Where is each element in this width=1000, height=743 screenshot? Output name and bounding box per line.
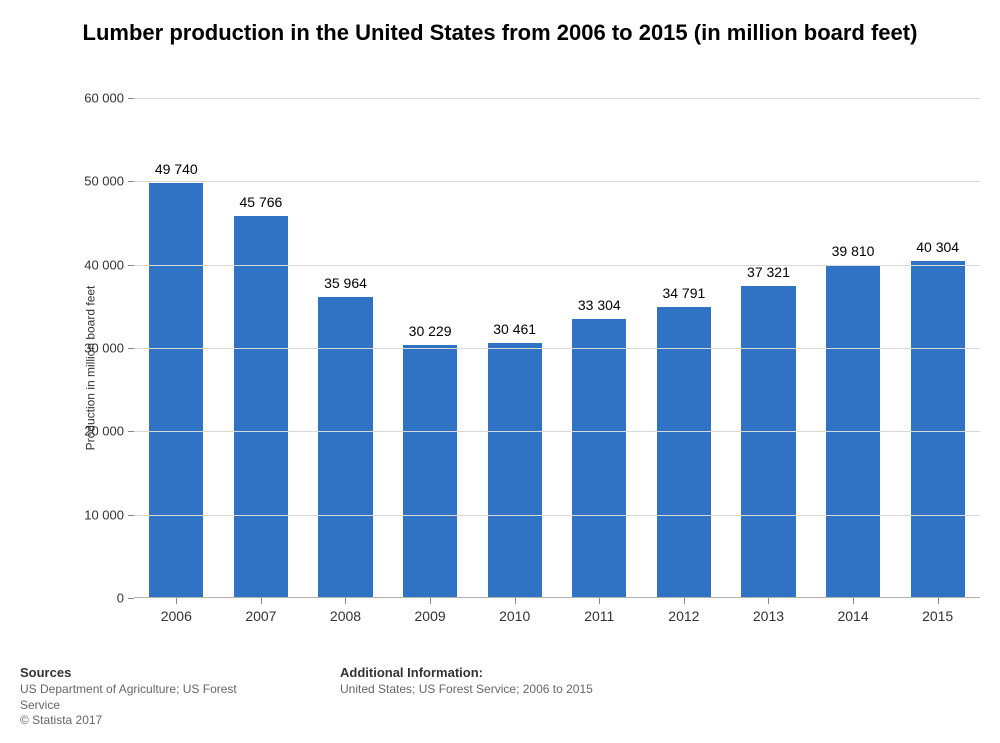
bar: 33 304 [572, 319, 626, 597]
y-tick-label: 20 000 [64, 424, 134, 439]
bar: 40 304 [911, 261, 965, 597]
x-axis-ticks: 2006200720082009201020112012201320142015 [134, 598, 980, 624]
bar-value-label: 49 740 [155, 161, 198, 177]
x-tick-slot: 2011 [557, 598, 642, 624]
y-tick-label: 40 000 [64, 257, 134, 272]
additional-info-heading: Additional Information: [340, 665, 593, 680]
plot-region: 49 740 45 766 35 964 30 229 30 461 33 304 34 7… [134, 98, 980, 598]
x-tick-mark [261, 598, 262, 604]
grid-line [134, 348, 980, 349]
bar-value-label: 37 321 [747, 264, 790, 280]
copyright-text: © Statista 2017 [20, 713, 280, 729]
chart-area: Production in million board feet 49 7404… [56, 98, 980, 638]
y-tick-label: 30 000 [64, 341, 134, 356]
sources-block: Sources US Department of Agriculture; US… [20, 665, 280, 729]
grid-line [134, 431, 980, 432]
grid-line [134, 515, 980, 516]
additional-info-block: Additional Information: United States; U… [340, 665, 593, 729]
x-tick-slot: 2013 [726, 598, 811, 624]
bar-value-label: 34 791 [662, 285, 705, 301]
x-tick-mark [345, 598, 346, 604]
bar: 30 229 [403, 345, 457, 597]
x-tick-mark [430, 598, 431, 604]
bar-value-label: 35 964 [324, 275, 367, 291]
chart-title: Lumber production in the United States f… [0, 0, 1000, 48]
grid-line [134, 265, 980, 266]
x-tick-mark [599, 598, 600, 604]
x-tick-slot: 2012 [642, 598, 727, 624]
sources-heading: Sources [20, 665, 280, 680]
x-tick-mark [684, 598, 685, 604]
bar: 30 461 [488, 343, 542, 597]
x-tick-mark [515, 598, 516, 604]
chart-footer: Sources US Department of Agriculture; US… [20, 665, 980, 729]
bar-value-label: 45 766 [239, 194, 282, 210]
chart-container: Lumber production in the United States f… [0, 0, 1000, 743]
bar-value-label: 30 461 [493, 321, 536, 337]
y-tick-label: 50 000 [64, 174, 134, 189]
x-tick-slot: 2006 [134, 598, 219, 624]
x-tick-slot: 2010 [472, 598, 557, 624]
sources-text: US Department of Agriculture; US Forest … [20, 682, 280, 713]
bar-value-label: 40 304 [916, 239, 959, 255]
x-tick-slot: 2015 [895, 598, 980, 624]
x-tick-slot: 2009 [388, 598, 473, 624]
grid-line [134, 98, 980, 99]
x-tick-slot: 2007 [219, 598, 304, 624]
x-tick-mark [176, 598, 177, 604]
grid-line [134, 181, 980, 182]
x-tick-mark [768, 598, 769, 604]
additional-info-text: United States; US Forest Service; 2006 t… [340, 682, 593, 698]
x-tick-slot: 2008 [303, 598, 388, 624]
bar-value-label: 39 810 [832, 243, 875, 259]
x-tick-mark [938, 598, 939, 604]
y-tick-label: 10 000 [64, 507, 134, 522]
x-tick-mark [853, 598, 854, 604]
bar-value-label: 30 229 [409, 323, 452, 339]
bar: 35 964 [318, 297, 372, 597]
x-tick-slot: 2014 [811, 598, 896, 624]
bar: 34 791 [657, 307, 711, 597]
bar: 37 321 [741, 286, 795, 597]
y-tick-label: 0 [64, 591, 134, 606]
bar: 45 766 [234, 216, 288, 597]
bar-value-label: 33 304 [578, 297, 621, 313]
bar: 49 740 [149, 183, 203, 598]
y-tick-label: 60 000 [64, 91, 134, 106]
